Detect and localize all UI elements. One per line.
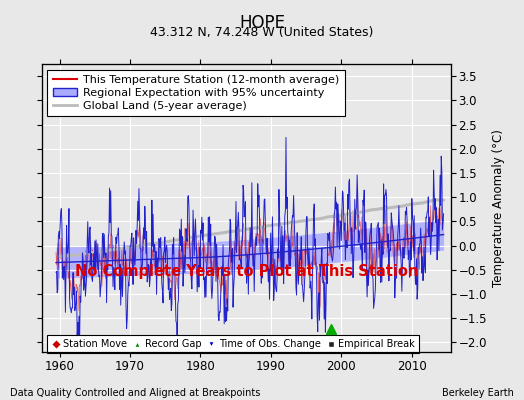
- Text: 43.312 N, 74.248 W (United States): 43.312 N, 74.248 W (United States): [150, 26, 374, 39]
- Legend: Station Move, Record Gap, Time of Obs. Change, Empirical Break: Station Move, Record Gap, Time of Obs. C…: [47, 335, 419, 353]
- Text: Berkeley Earth: Berkeley Earth: [442, 388, 514, 398]
- Y-axis label: Temperature Anomaly (°C): Temperature Anomaly (°C): [493, 129, 505, 287]
- Text: Data Quality Controlled and Aligned at Breakpoints: Data Quality Controlled and Aligned at B…: [10, 388, 261, 398]
- Text: No Complete Years to Plot at This Station: No Complete Years to Plot at This Statio…: [74, 264, 418, 279]
- Text: HOPE: HOPE: [239, 14, 285, 32]
